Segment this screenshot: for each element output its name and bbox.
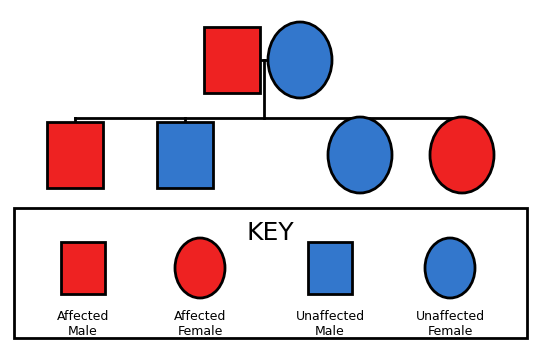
Text: Unaffected
Male: Unaffected Male	[295, 310, 365, 338]
Ellipse shape	[425, 238, 475, 298]
Text: KEY: KEY	[246, 221, 294, 245]
FancyBboxPatch shape	[14, 208, 527, 338]
Ellipse shape	[268, 22, 332, 98]
Ellipse shape	[175, 238, 225, 298]
FancyBboxPatch shape	[61, 242, 105, 294]
FancyBboxPatch shape	[47, 122, 103, 188]
FancyBboxPatch shape	[204, 27, 260, 93]
Text: Affected
Female: Affected Female	[174, 310, 226, 338]
Text: Unaffected
Female: Unaffected Female	[415, 310, 485, 338]
Ellipse shape	[430, 117, 494, 193]
Ellipse shape	[328, 117, 392, 193]
FancyBboxPatch shape	[308, 242, 352, 294]
Text: Affected
Male: Affected Male	[57, 310, 109, 338]
FancyBboxPatch shape	[157, 122, 213, 188]
